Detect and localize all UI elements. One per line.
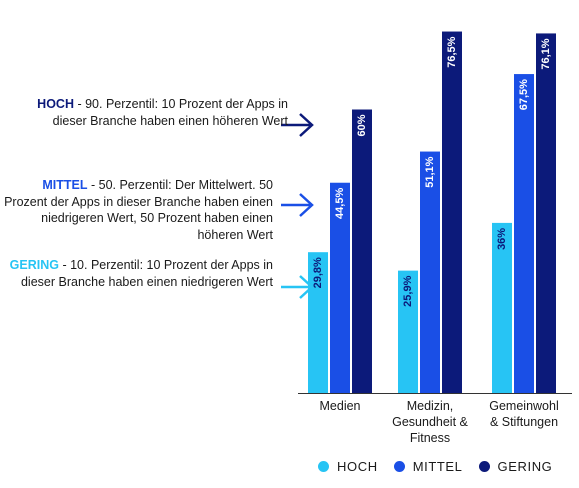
bar-label-medizin-hoch: 25,9% [402,275,414,306]
legend-item-hoch: HOCH [318,459,378,474]
bar-group: 29,8% 44,5% 60% 25,9% 51,1% 76,5% 36% 67,5% 76,1… [308,32,556,393]
bar-gemeinwohl-mittel [514,74,534,393]
annotation-mittel-level: MITTEL [42,178,87,192]
annotation-gering-text: - 10. Perzentil: 10 Prozent der Apps in … [21,258,273,289]
bar-label-medien-hoch: 29,8% [312,257,324,288]
bar-label-medien-mittel: 44,5% [334,188,346,219]
x-tick-label-gemeinwohl-1: & Stiftungen [490,415,558,429]
bar-label-medizin-mittel: 51,1% [424,156,436,187]
x-tick-label-medien-0: Medien [320,399,361,413]
legend-dot-gering [479,461,490,472]
bar-gemeinwohl-gering [536,33,556,393]
legend-label-gering: GERING [498,459,553,474]
legend-item-mittel: MITTEL [394,459,463,474]
legend-dot-hoch [318,461,329,472]
bar-medizin-gering [442,32,462,393]
bar-label-gemeinwohl-hoch: 36% [496,228,508,250]
arrow-mittel-icon [281,194,312,216]
annotation-arrows [281,114,312,298]
x-tick-label-medizin-0: Medizin, [407,399,454,413]
legend-item-gering: GERING [479,459,553,474]
annotation-mittel: MITTEL - 50. Perzentil: Der Mittelwert. … [3,177,273,243]
x-axis-labels: Medien Medizin, Gesundheit & Fitness Gemeinw… [320,399,559,445]
x-tick-label-medizin-2: Fitness [410,431,450,445]
bar-label-gemeinwohl-gering: 76,1% [540,38,552,69]
arrow-gering-icon [281,276,312,298]
annotation-hoch-level: HOCH [37,97,74,111]
bar-label-gemeinwohl-mittel: 67,5% [518,79,530,110]
bar-label-medien-gering: 60% [356,114,368,136]
x-tick-label-medizin-1: Gesundheit & [392,415,468,429]
annotation-gering-level: GERING [10,258,59,272]
legend-dot-mittel [394,461,405,472]
annotation-hoch: HOCH - 90. Perzentil: 10 Prozent der App… [18,96,288,129]
annotation-hoch-text: - 90. Perzentil: 10 Prozent der Apps in … [53,97,288,128]
legend-label-hoch: HOCH [337,459,378,474]
legend-label-mittel: MITTEL [413,459,463,474]
legend: HOCH MITTEL GERING [318,459,568,474]
bar-medien-gering [352,110,372,394]
bar-label-medizin-gering: 76,5% [446,36,458,67]
x-tick-label-gemeinwohl-0: Gemeinwohl [489,399,558,413]
annotation-gering: GERING - 10. Perzentil: 10 Prozent der A… [3,257,273,290]
